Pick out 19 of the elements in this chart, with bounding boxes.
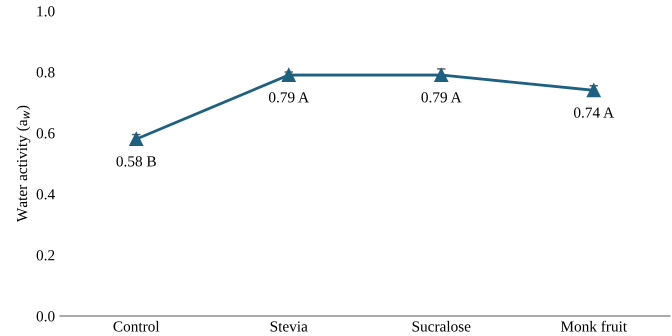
y-tick-label: 1.0 <box>37 6 55 17</box>
data-label: 0.79 A <box>268 92 310 103</box>
data-label: 0.79 A <box>421 92 462 103</box>
y-tick-label: 0.2 <box>36 250 54 261</box>
data-label: 0.58 B <box>116 156 156 167</box>
x-tick-label: Sucralose <box>412 320 470 332</box>
y-axis-title: Water activity (a$_{w}$) <box>16 106 30 222</box>
x-tick-label: Stevia <box>270 321 308 332</box>
point <box>129 132 144 146</box>
y-tick-label: 0.4 <box>36 189 55 200</box>
point <box>434 68 448 82</box>
y-tick-label: 0.6 <box>36 128 55 139</box>
point <box>282 68 296 82</box>
data-label: 0.74 A <box>574 107 614 118</box>
y-tick-label: 0.0 <box>36 311 55 322</box>
y-tick-label: 0.8 <box>36 67 55 78</box>
point <box>586 83 601 98</box>
x-tick-label: Control <box>114 320 160 332</box>
x-tick-label: Monk fruit <box>560 320 627 332</box>
